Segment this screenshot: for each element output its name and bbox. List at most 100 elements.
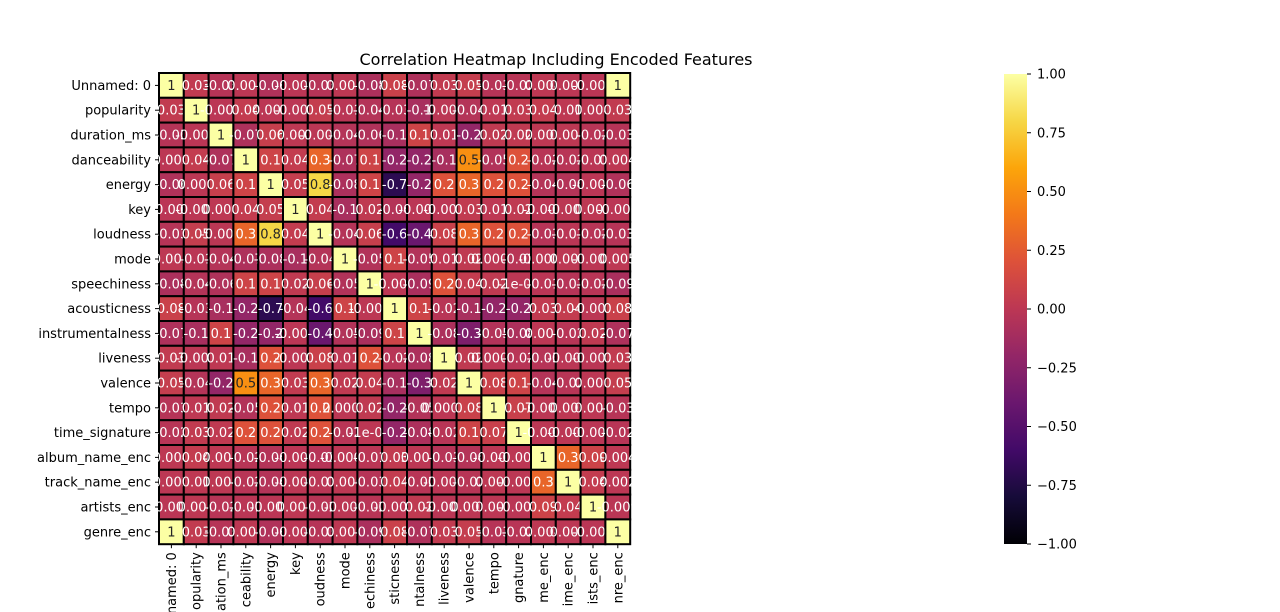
- cell-value-label: 0.008: [202, 203, 239, 218]
- cell-value-label: 0.002: [550, 525, 587, 540]
- cell-value-label: -0.03: [303, 79, 337, 94]
- heatmap-cell: [430, 72, 458, 99]
- cell-value-label: -0.1: [233, 352, 258, 367]
- heatmap-cell: [604, 295, 632, 323]
- cell-value-label: -0.02: [427, 426, 461, 441]
- cell-value-label: 0.004: [599, 153, 636, 168]
- heatmap-cell: [530, 121, 557, 149]
- heatmap-cell: [505, 196, 533, 223]
- cell-value-label: 0.3: [459, 178, 480, 193]
- cell-value-label: 0.03: [182, 525, 211, 540]
- cell-value-label: 0.8: [310, 178, 331, 193]
- colorbar-tick-label: −0.25: [1037, 361, 1077, 376]
- cell-value-label: 0.02: [479, 129, 508, 144]
- cell-value-label: 0.04: [231, 203, 260, 218]
- cell-value-label: -0.01: [328, 104, 362, 119]
- cell-value-label: -0.04: [527, 377, 561, 392]
- heatmap-cell: [554, 344, 582, 372]
- y-tick-label: Unnamed: 0: [71, 79, 151, 94]
- cell-value-label: -0.001: [498, 451, 540, 466]
- cell-value-label: 0.0006: [322, 401, 368, 416]
- cell-value-label: -0.06: [601, 178, 635, 193]
- cell-value-label: -0.2: [382, 401, 407, 416]
- heatmap-cell: [207, 270, 235, 298]
- cell-value-label: -0.02: [328, 426, 362, 441]
- cell-value-label: 0.2: [434, 178, 455, 193]
- y-tick-label: liveness: [98, 352, 151, 367]
- cell-value-label: 0.07: [479, 426, 508, 441]
- cell-value-label: -0.08: [254, 253, 288, 268]
- y-tick-label: tempo: [109, 401, 151, 416]
- heatmap-cell: [207, 394, 235, 422]
- heatmap-cell: [554, 96, 582, 124]
- cell-value-label: -0.02: [204, 501, 238, 516]
- x-tick-label: echiness: [363, 552, 378, 609]
- cell-value-label: 0.05: [455, 79, 484, 94]
- cell-value-label: -0.007: [522, 203, 564, 218]
- heatmap-cell: [182, 344, 210, 372]
- cell-value-label: -0.05: [403, 253, 437, 268]
- cell-value-label: 0.004: [227, 525, 264, 540]
- heatmap-cell: [282, 245, 309, 273]
- cell-value-label: -0.1: [283, 253, 308, 268]
- cell-value-label: 0.5: [459, 153, 480, 168]
- cell-value-label: 1: [242, 153, 250, 168]
- cell-value-label: 0.04: [182, 451, 211, 466]
- cell-value-label: -0.09: [403, 277, 437, 292]
- cell-value-label: 0.005: [153, 253, 190, 268]
- heatmap-cell: [381, 295, 409, 323]
- cell-value-label: 0.001: [450, 501, 487, 516]
- cell-value-label: -0.05: [328, 327, 362, 342]
- heatmap-cell: [455, 320, 483, 347]
- cell-value-label: 0.1: [260, 277, 281, 292]
- heatmap-cell: [331, 245, 359, 273]
- cell-value-label: 0.1: [335, 302, 356, 317]
- cell-value-label: 0.2: [483, 228, 504, 243]
- cell-value-label: -0.004: [175, 203, 217, 218]
- cell-value-label: -0.003: [299, 129, 341, 144]
- cell-value-label: -0.001: [522, 426, 564, 441]
- chart-title: Correlation Heatmap Including Encoded Fe…: [360, 50, 753, 69]
- cell-value-label: -0.08: [155, 277, 189, 292]
- cell-value-label: -0.009: [572, 525, 614, 540]
- cell-value-label: 0.2: [260, 401, 281, 416]
- cell-value-label: 0.0006: [471, 352, 517, 367]
- cell-value-label: -0.04: [254, 451, 288, 466]
- cell-value-label: -0.02: [502, 352, 536, 367]
- cell-value-label: -0.2: [258, 327, 283, 342]
- cell-value-label: 0.04: [281, 153, 310, 168]
- cell-value-label: -0.02: [551, 327, 585, 342]
- heatmap-cell: [530, 394, 557, 422]
- heatmap-cell: [554, 493, 582, 521]
- cell-value-label: -0.003: [324, 501, 366, 516]
- y-tick-label: danceability: [72, 153, 152, 168]
- heatmap-cell: [331, 270, 359, 298]
- heatmap-cell: [356, 146, 384, 174]
- y-tick-label: instrumentalness: [38, 327, 151, 342]
- cell-value-label: -0.007: [200, 104, 242, 119]
- cell-value-label: -0.02: [427, 302, 461, 317]
- cell-value-label: 0.02: [207, 426, 236, 441]
- cell-value-label: -0.2: [208, 377, 233, 392]
- cell-value-label: 0.03: [157, 104, 186, 119]
- cell-value-label: 0.1: [384, 327, 405, 342]
- cell-value-label: -0.04: [353, 104, 387, 119]
- cell-value-label: 0.02: [455, 352, 484, 367]
- cell-value-label: -0.02: [155, 426, 189, 441]
- cell-value-label: 1: [167, 79, 175, 94]
- cell-value-label: 0.003: [227, 79, 264, 94]
- cell-value-label: -0.2: [481, 302, 506, 317]
- cell-value-label: -0.02: [551, 153, 585, 168]
- cell-value-label: -0.02: [576, 129, 610, 144]
- cell-value-label: -0.003: [498, 476, 540, 491]
- heatmap-cell: [356, 468, 384, 496]
- cell-value-label: -0.002: [349, 302, 391, 317]
- heatmap-cell: [406, 171, 433, 198]
- cell-value-label: 0.09: [529, 501, 558, 516]
- cell-value-label: 0.04: [529, 104, 558, 119]
- cell-value-label: 0.03: [603, 104, 632, 119]
- cell-value-label: 0.2: [483, 178, 504, 193]
- cell-value-label: 0.04: [455, 277, 484, 292]
- cell-value-label: -0.03: [527, 228, 561, 243]
- cell-value-label: -0.04: [179, 377, 213, 392]
